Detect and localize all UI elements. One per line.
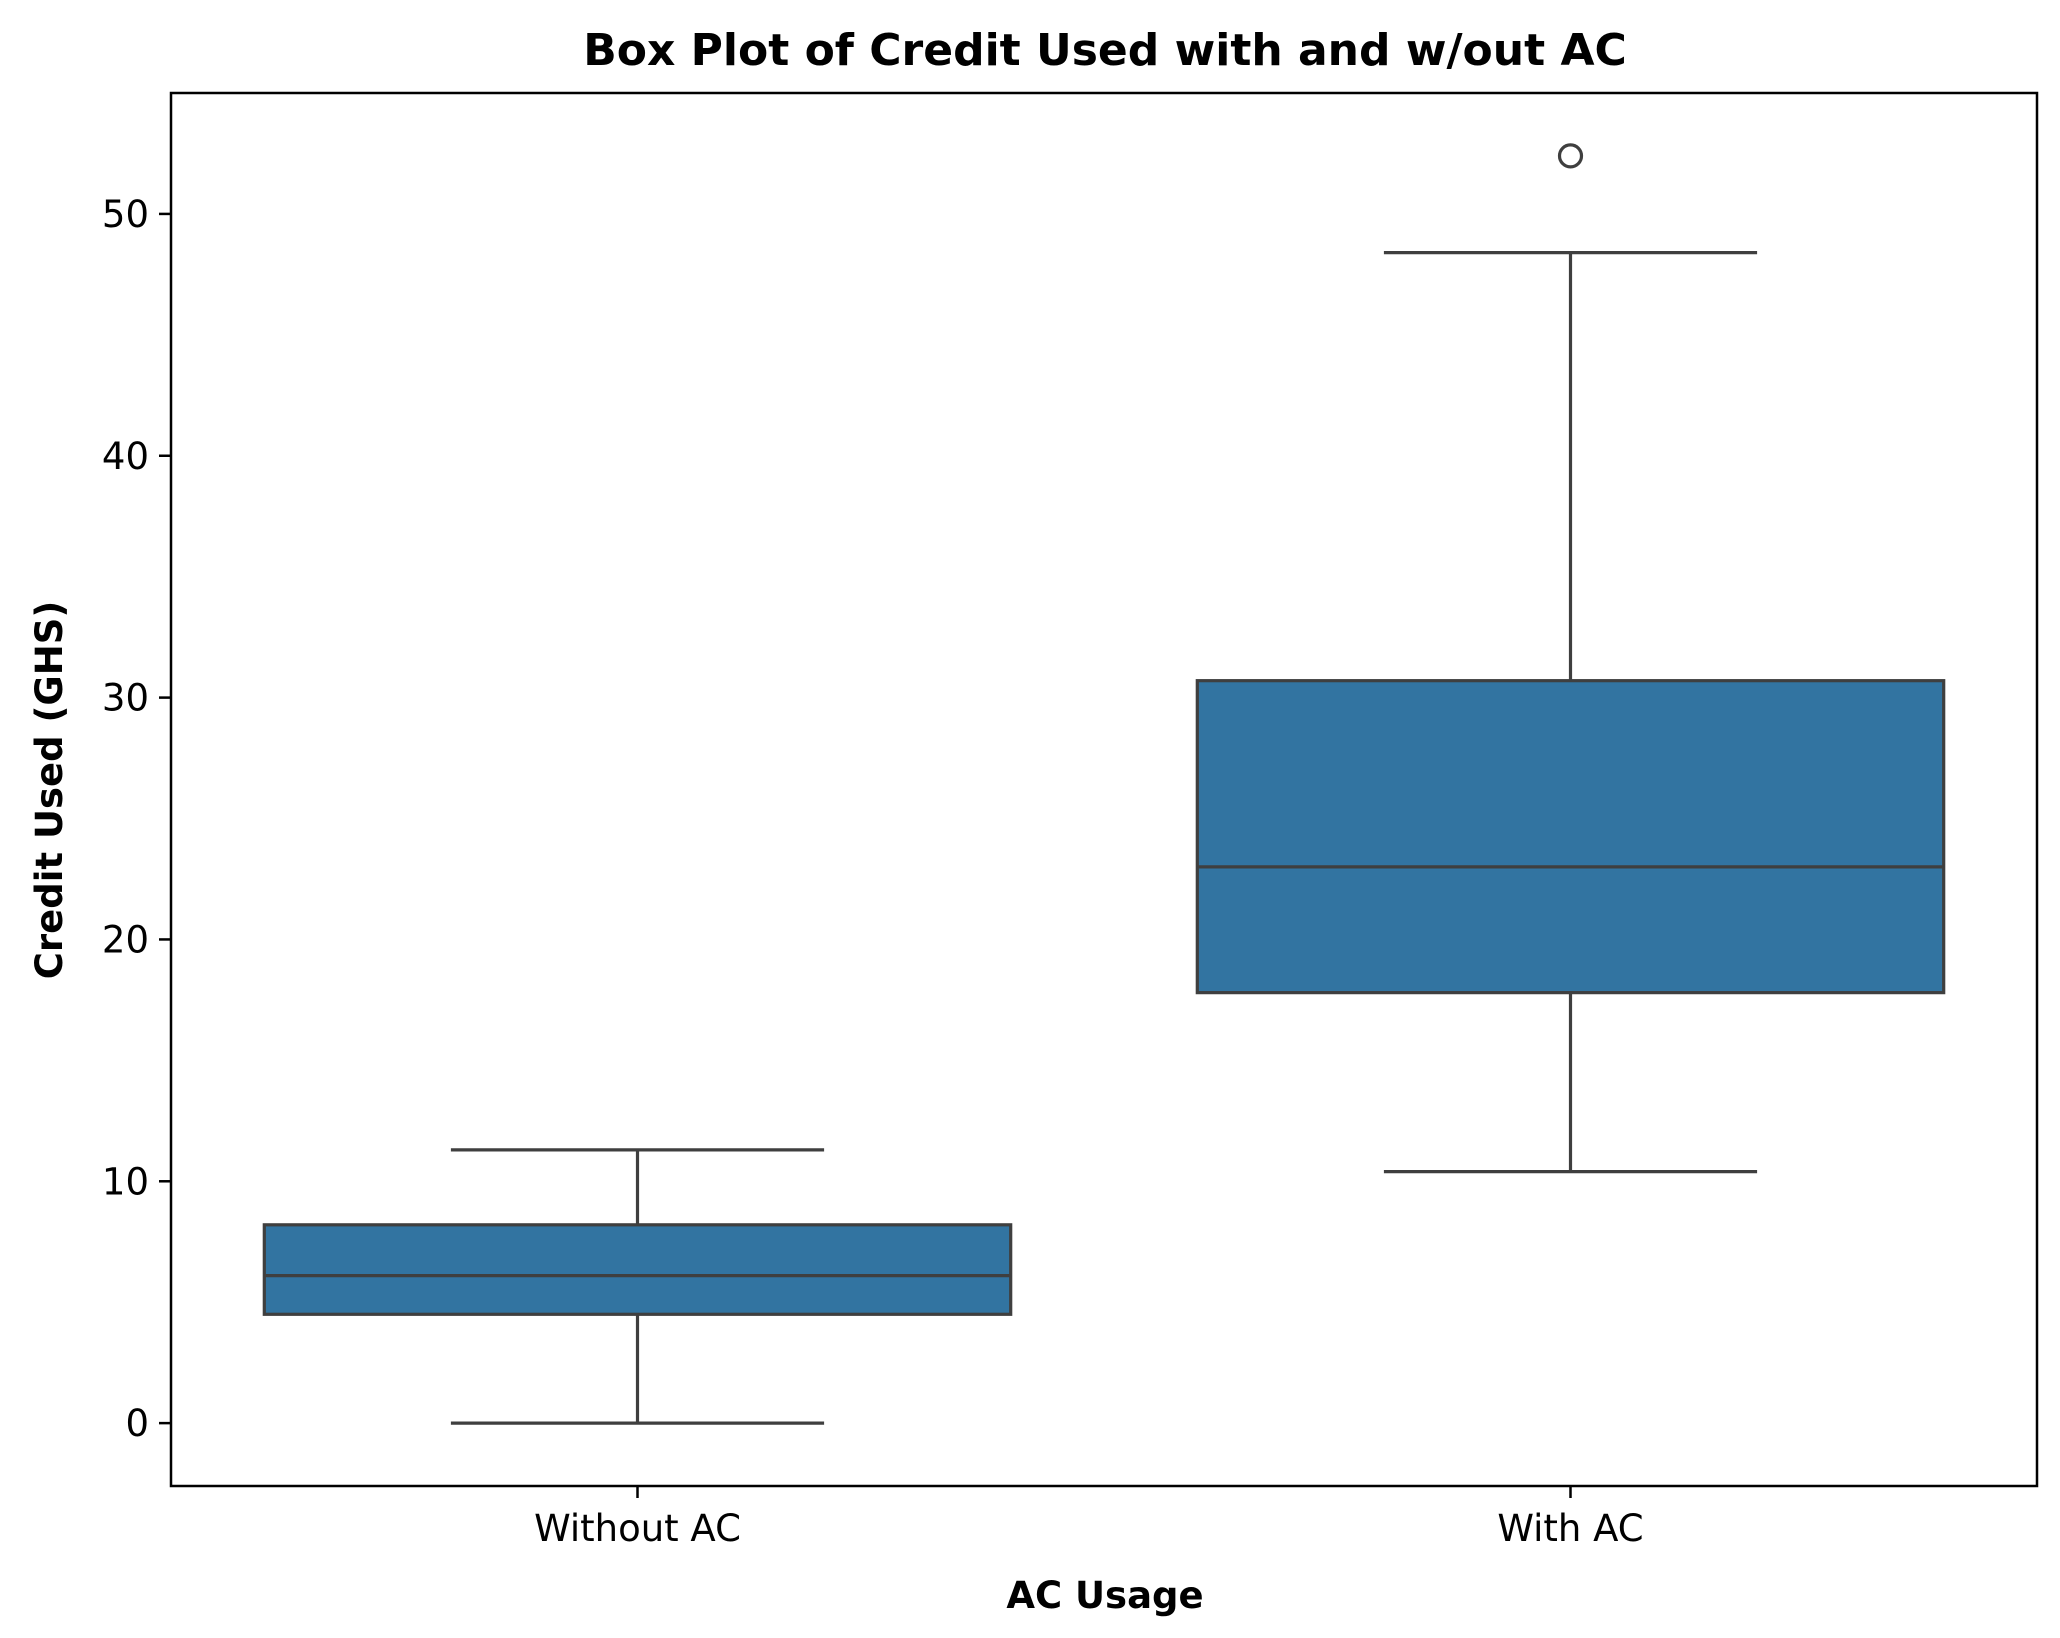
y-tick-label: 40 xyxy=(102,435,149,478)
box-group-2 xyxy=(1195,143,1946,1174)
axes-frame xyxy=(169,91,2039,1488)
y-tick-label: 20 xyxy=(102,918,149,961)
box-iqr xyxy=(262,1223,1013,1316)
x-tick-label: Without AC xyxy=(534,1507,741,1550)
x-axis-label: AC Usage xyxy=(1006,1574,1203,1617)
x-tick-label: With AC xyxy=(1497,1507,1643,1550)
box-iqr xyxy=(1195,679,1946,995)
box-group-1 xyxy=(262,1148,1013,1425)
y-axis: 0 10 20 30 40 50 xyxy=(102,193,171,1445)
chart-title: Box Plot of Credit Used with and w/out A… xyxy=(583,25,1627,76)
y-tick-label: 10 xyxy=(102,1160,149,1203)
x-axis: Without AC With AC xyxy=(534,1486,1644,1550)
y-tick-label: 50 xyxy=(102,193,149,236)
plot-area xyxy=(262,143,1946,1425)
y-tick-label: 0 xyxy=(125,1402,149,1445)
outlier-point xyxy=(1557,143,1584,169)
y-axis-label: Credit Used (GHS) xyxy=(28,601,71,980)
y-tick-label: 30 xyxy=(102,677,149,720)
